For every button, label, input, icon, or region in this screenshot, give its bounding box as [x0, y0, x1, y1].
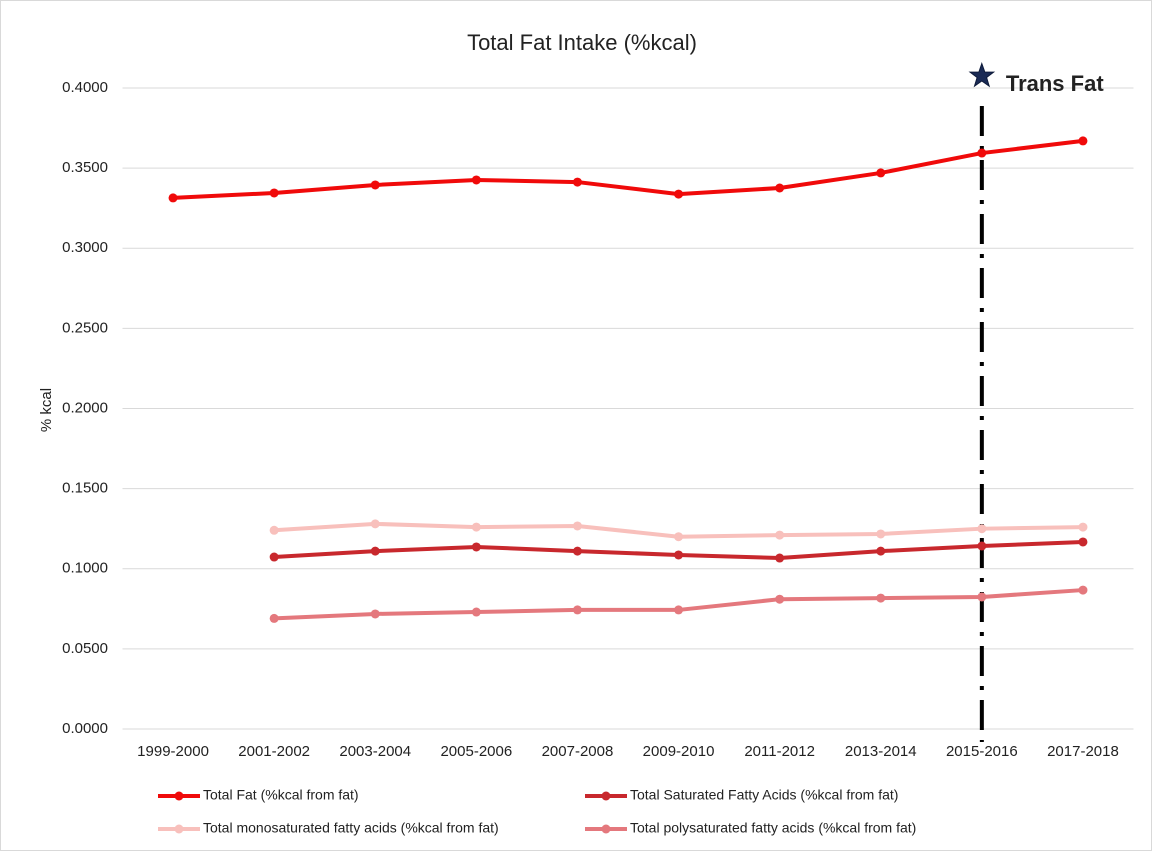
data-point	[370, 609, 380, 619]
y-tick-label: 0.0000	[62, 720, 108, 737]
data-point	[471, 607, 481, 617]
data-point	[572, 521, 582, 531]
legend-marker	[174, 791, 184, 801]
y-tick-label: 0.2000	[62, 399, 108, 416]
data-point	[471, 522, 481, 532]
data-point	[269, 552, 279, 562]
data-point	[269, 613, 279, 623]
y-tick-label: 0.4000	[62, 79, 108, 96]
data-point	[876, 168, 886, 178]
y-tick-label: 0.2500	[62, 319, 108, 336]
data-point	[168, 193, 178, 203]
data-point	[572, 546, 582, 556]
data-point	[775, 594, 785, 604]
legend-label: Total Fat (%kcal from fat)	[203, 787, 359, 803]
y-tick-label: 0.0500	[62, 640, 108, 657]
annotation-star	[968, 61, 996, 88]
x-tick-label: 2007-2008	[542, 743, 614, 760]
y-axis-label: % kcal	[38, 388, 55, 432]
x-tick-label: 2009-2010	[643, 743, 715, 760]
y-tick-label: 0.3500	[62, 159, 108, 176]
data-point	[876, 593, 886, 603]
annotation-text: Trans Fat	[1006, 71, 1104, 96]
y-tick-label: 0.3000	[62, 239, 108, 256]
data-point	[471, 175, 481, 185]
data-point	[1078, 585, 1088, 595]
data-point	[876, 546, 886, 556]
y-tick-label: 0.1000	[62, 560, 108, 577]
data-point	[674, 550, 684, 560]
data-point	[1078, 537, 1088, 547]
data-point	[1078, 522, 1088, 532]
legend-label: Total polysaturated fatty acids (%kcal f…	[630, 820, 916, 836]
x-tick-label: 2001-2002	[238, 743, 310, 760]
data-point	[977, 541, 987, 551]
data-point	[471, 542, 481, 552]
legend-marker	[601, 824, 611, 834]
data-point	[977, 148, 987, 158]
data-point	[1078, 136, 1088, 146]
data-point	[370, 546, 380, 556]
data-point	[674, 605, 684, 615]
data-point	[572, 177, 582, 187]
data-point	[269, 188, 279, 198]
data-point	[876, 529, 886, 539]
x-tick-label: 2011-2012	[744, 743, 815, 760]
data-point	[977, 592, 987, 602]
legend-marker	[174, 824, 184, 834]
data-point	[775, 183, 785, 193]
data-point	[674, 532, 684, 542]
data-point	[370, 180, 380, 190]
legend-label: Total monosaturated fatty acids (%kcal f…	[203, 820, 499, 836]
data-point	[674, 189, 684, 199]
data-point	[572, 605, 582, 615]
legend-marker	[601, 791, 611, 801]
data-point	[775, 530, 785, 540]
data-point	[775, 553, 785, 563]
series-line	[172, 138, 1084, 200]
data-point	[269, 525, 279, 535]
x-tick-label: 2017-2018	[1047, 743, 1119, 760]
data-point	[370, 519, 380, 529]
x-tick-label: 2015-2016	[946, 743, 1018, 760]
chart-title: Total Fat Intake (%kcal)	[467, 30, 697, 55]
x-tick-label: 2003-2004	[339, 743, 411, 760]
y-tick-label: 0.1500	[62, 480, 108, 497]
data-point	[977, 524, 987, 534]
x-tick-label: 1999-2000	[137, 743, 209, 760]
legend-label: Total Saturated Fatty Acids (%kcal from …	[630, 787, 898, 803]
x-tick-label: 2013-2014	[845, 743, 917, 760]
x-tick-label: 2005-2006	[440, 743, 512, 760]
